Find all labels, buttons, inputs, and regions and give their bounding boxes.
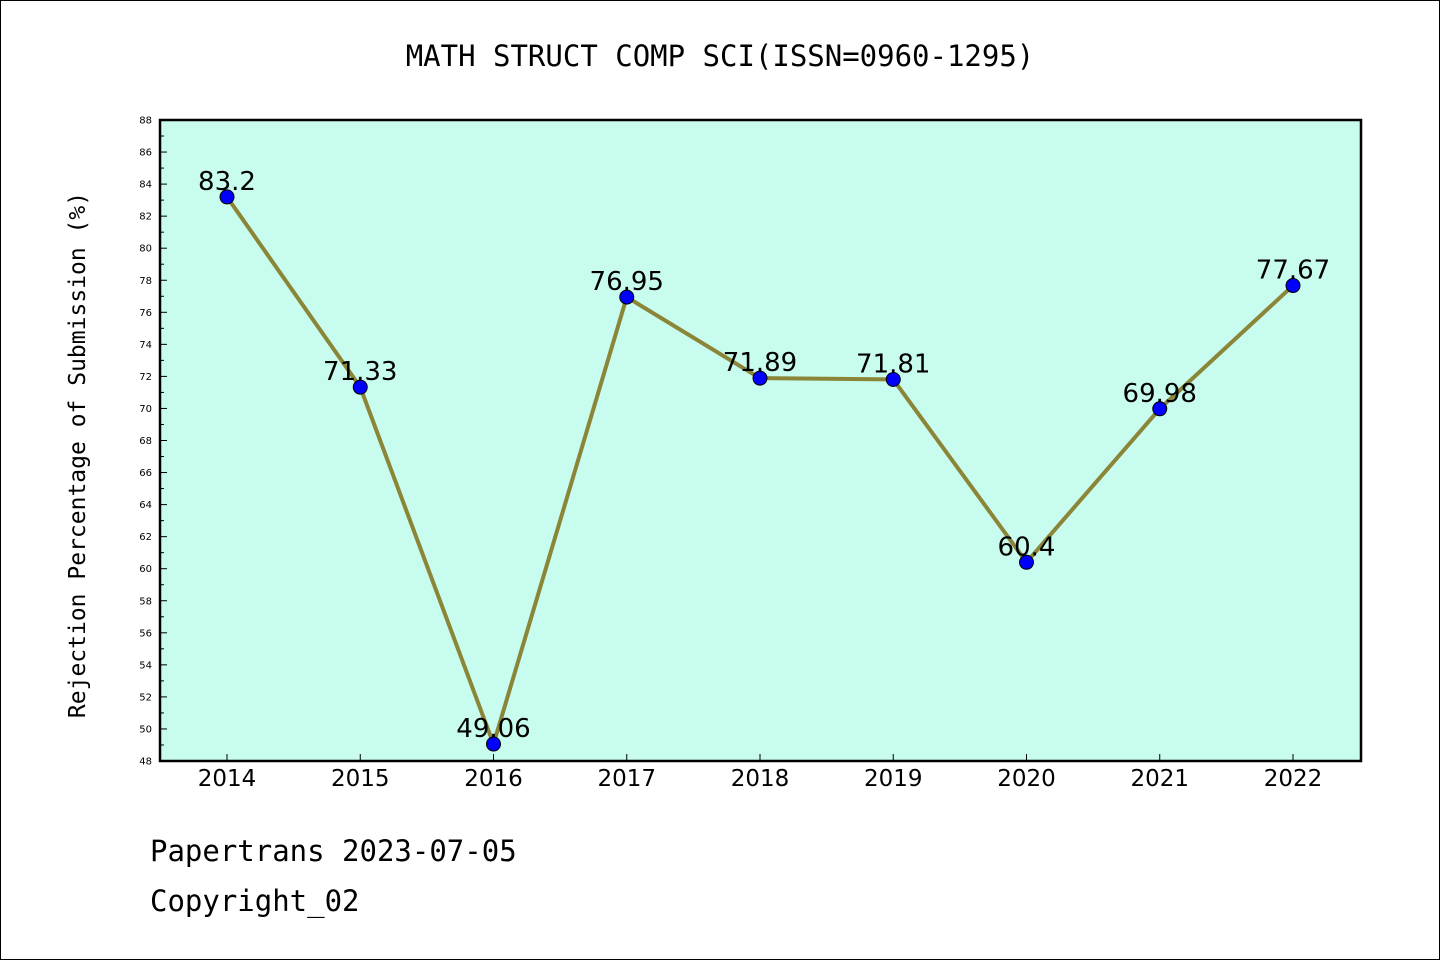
data-label: 76.95 xyxy=(590,267,664,297)
data-point xyxy=(1019,554,1034,570)
data-labels: 83.2 71.33 49.06 76.95 71.89 71.81 60.4 69.98 77… xyxy=(198,167,1330,744)
x-tick-label: 2018 xyxy=(731,766,790,792)
data-point xyxy=(219,189,235,205)
data-point xyxy=(752,370,768,386)
y-axis: 48 50 52 54 56 58 60 62 64 66 68 70 72 74 76 78 80 82 84 86… xyxy=(139,116,167,768)
y-tick-label: 70 xyxy=(139,404,152,415)
y-tick-label: 54 xyxy=(139,660,152,671)
y-tick-label: 72 xyxy=(139,372,152,383)
x-tick-label: 2015 xyxy=(331,766,390,792)
x-axis: 2014 2015 2016 2017 2018 2019 2020 2021 2022 xyxy=(198,754,1323,792)
x-tick-label: 2020 xyxy=(997,766,1056,792)
y-tick-label: 86 xyxy=(139,148,152,159)
data-label: 49.06 xyxy=(456,714,530,744)
y-tick-label: 84 xyxy=(139,180,152,191)
y-tick-label: 66 xyxy=(139,468,152,479)
x-tick-label: 2014 xyxy=(198,766,257,792)
y-tick-label: 60 xyxy=(139,564,152,575)
y-tick-label: 78 xyxy=(139,276,152,287)
chart-title: MATH STRUCT COMP SCI(ISSN=0960-1295) xyxy=(406,39,1035,73)
y-tick-label: 58 xyxy=(139,596,152,607)
x-tick-label: 2021 xyxy=(1130,766,1189,792)
y-tick-label: 74 xyxy=(139,340,152,351)
y-tick-label: 48 xyxy=(139,757,152,768)
y-tick-label: 64 xyxy=(139,500,152,511)
x-tick-label: 2019 xyxy=(864,766,923,792)
footer-credit: Papertrans 2023-07-05 xyxy=(150,834,517,868)
x-tick-label: 2017 xyxy=(597,766,656,792)
data-points xyxy=(219,189,1301,752)
y-tick-label: 82 xyxy=(139,212,152,223)
plot-border xyxy=(158,118,1363,763)
data-label: 69.98 xyxy=(1123,379,1197,409)
footer-copyright: Copyright_02 xyxy=(150,884,360,918)
data-point xyxy=(352,379,368,395)
data-point xyxy=(1285,278,1301,294)
y-tick-label: 56 xyxy=(139,628,152,639)
y-tick-label: 68 xyxy=(139,436,152,447)
x-tick-label: 2016 xyxy=(464,766,523,792)
y-axis-label: Rejection Percentage of Submission (%) xyxy=(65,192,91,718)
plot-area xyxy=(160,120,1361,761)
data-label: 71.33 xyxy=(323,357,397,387)
y-tick-label: 76 xyxy=(139,308,152,319)
y-tick-label: 88 xyxy=(139,116,152,127)
y-tick-label: 80 xyxy=(139,244,152,255)
y-tick-label: 62 xyxy=(139,532,152,543)
data-label: 71.89 xyxy=(723,348,797,378)
data-label: 83.2 xyxy=(198,167,256,197)
data-point xyxy=(885,371,901,387)
y-tick-label: 50 xyxy=(139,724,152,735)
data-label: 77.67 xyxy=(1256,256,1330,286)
data-point xyxy=(486,736,501,752)
x-tick-label: 2022 xyxy=(1264,766,1323,792)
data-point xyxy=(1152,401,1168,417)
data-label: 71.81 xyxy=(856,349,930,379)
y-tick-label: 52 xyxy=(139,692,152,703)
data-label: 60.4 xyxy=(998,532,1056,562)
data-point xyxy=(619,289,635,305)
